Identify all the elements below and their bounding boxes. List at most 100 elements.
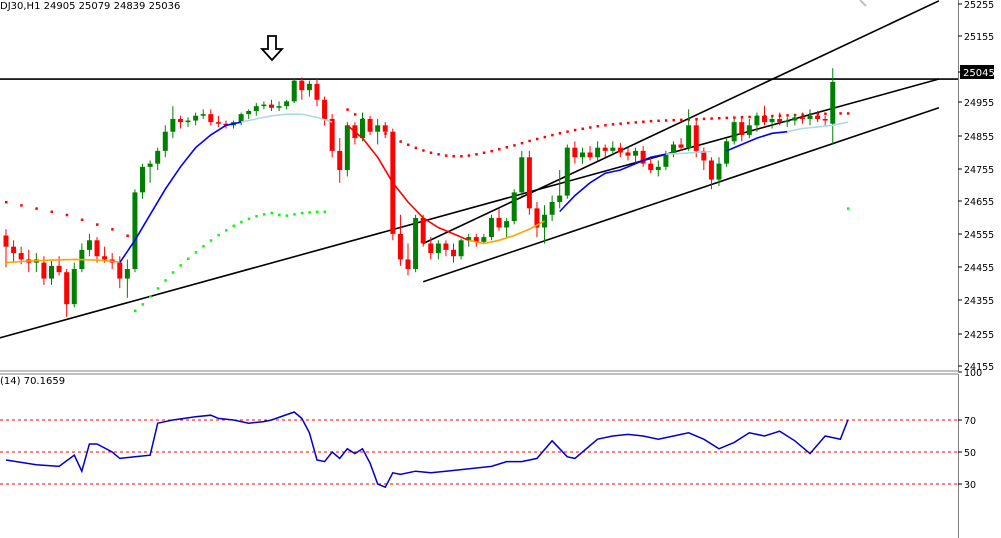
psar-dot-red (444, 154, 448, 157)
candle-bull (784, 120, 790, 123)
current-price-box (960, 65, 994, 79)
candle-bear (367, 118, 373, 132)
candle-bull (132, 192, 138, 270)
candle-bear (329, 118, 335, 151)
candle-bull (633, 150, 639, 156)
psar-dot-red (710, 117, 713, 120)
candle-bull (413, 217, 419, 270)
psar-dot-red (126, 234, 129, 237)
candle-bear (428, 243, 434, 254)
candle-bull (193, 115, 199, 121)
candle-bear (693, 125, 699, 151)
candle-bear (602, 147, 608, 151)
candle-bull (663, 154, 669, 167)
psar-dot-red (657, 119, 660, 123)
price-tick-label: 25155 (964, 32, 994, 43)
psar-dot-red (824, 112, 827, 116)
candle-bull (375, 125, 381, 132)
psar-dot-red (543, 135, 547, 139)
psar-dot-red (702, 117, 706, 121)
psar-dot-red (634, 121, 638, 124)
psar-dot-green (247, 217, 251, 221)
channel-trendline-1 (422, 107, 940, 283)
candle-bull (610, 147, 616, 151)
candle-bear (56, 265, 62, 273)
indicator-tick-label: 30 (964, 480, 976, 491)
psar-dot-red (513, 144, 516, 147)
candle-bear (3, 235, 9, 247)
candle-bear (762, 115, 767, 123)
psar-dot-red (20, 204, 23, 207)
psar-dot-red (664, 119, 668, 122)
psar-dot-red (5, 200, 8, 204)
psar-dot-red (535, 137, 539, 141)
psar-dot-red (846, 112, 850, 115)
price-tick-label: 24455 (964, 263, 994, 274)
psar-dot-red (80, 218, 84, 222)
indicator-line (5, 411, 849, 489)
channel-trendline-0 (0, 78, 940, 339)
psar-dot-red (581, 127, 584, 131)
psar-dot-red (520, 141, 524, 145)
psar-dot-red (551, 133, 554, 137)
psar-dot-red (786, 114, 789, 117)
symbol-label: DJ30,H1 24905 25079 24839 25036 (0, 1, 180, 12)
psar-dot-red (611, 123, 615, 126)
candle-bull (564, 147, 570, 196)
psar-dot-green (164, 279, 167, 282)
psar-dot-red (725, 116, 729, 120)
psar-dot-red (111, 228, 114, 231)
psar-dot-red (619, 122, 622, 125)
psar-dot-red (50, 210, 54, 214)
psar-dot-green (217, 233, 220, 237)
psar-dot-red (65, 213, 69, 217)
candle-bull (807, 115, 813, 119)
candle-bear (314, 83, 320, 100)
psar-dot-green (285, 214, 289, 217)
candle-bull (542, 214, 548, 228)
candle-bull (724, 141, 730, 164)
candle-bear (299, 80, 305, 91)
candle-bull (71, 269, 77, 305)
candle-bear (11, 246, 17, 254)
candle-bear (337, 150, 343, 171)
candle-bear (177, 118, 183, 123)
candle-bull (754, 115, 760, 126)
fast-ma-line (119, 121, 242, 264)
channel-trendline-2 (422, 0, 940, 245)
candle-bear (64, 272, 70, 305)
psar-dot-green (179, 264, 182, 267)
slow-ma-line (346, 124, 470, 242)
candle-bull (147, 163, 153, 167)
price-tick-label: 25255 (964, 0, 994, 11)
psar-dot-red (346, 108, 349, 111)
psar-dot-red (437, 153, 440, 156)
down-arrow-icon[interactable] (259, 35, 285, 62)
psar-dot-red (642, 120, 645, 124)
indicator-panel[interactable]: 100 70 50 30 (14) 70.1659 (0, 368, 982, 538)
candle-bull (670, 144, 676, 155)
down-arrow-annotation[interactable] (259, 35, 285, 62)
psar-dot-red (589, 126, 592, 129)
candle-bear (94, 240, 100, 257)
psar-dot-red (604, 124, 607, 127)
psar-dot-green (133, 309, 137, 313)
psar-dot-red (596, 124, 600, 128)
candle-bull (49, 265, 55, 279)
psar-dot-green (846, 207, 850, 210)
indicator-layer (0, 411, 958, 489)
light-ma-line (665, 150, 712, 155)
psar-dot-green (240, 220, 243, 224)
psar-dot-red (498, 147, 501, 151)
main-price-panel[interactable]: 25255 25155 25045 24955 24855 24755 24655 24555… (0, 0, 995, 373)
candle-bear (397, 233, 403, 260)
candle-bull (731, 122, 737, 142)
psar-dot-green (323, 210, 327, 214)
price-tick-label: 24555 (964, 230, 994, 241)
psar-dot-red (353, 113, 357, 116)
candle-bear (41, 262, 47, 279)
candle-bear (496, 217, 502, 228)
price-tick-label: 24855 (964, 132, 994, 143)
candle-bear (799, 117, 805, 119)
